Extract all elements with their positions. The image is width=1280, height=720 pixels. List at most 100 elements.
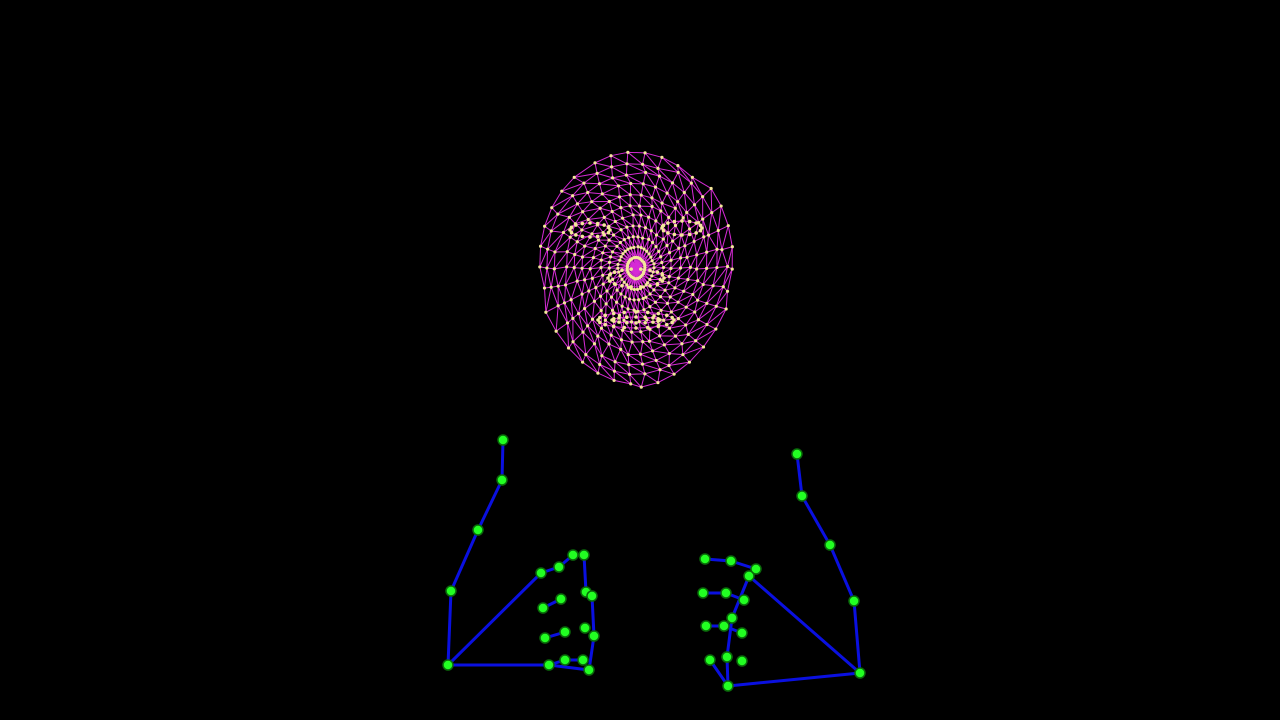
face-landmark [696, 299, 699, 302]
left-hand-joint [443, 660, 453, 670]
face-landmark [567, 346, 570, 349]
face-landmark [571, 340, 574, 343]
face-landmark [651, 349, 654, 352]
face-landmark [686, 278, 689, 281]
face-landmark [593, 300, 596, 303]
face-landmark [652, 288, 655, 291]
face-landmark [702, 235, 705, 238]
left-hand-joint [538, 603, 548, 613]
face-landmark [662, 237, 665, 240]
face-landmark [639, 353, 642, 356]
face-landmark [636, 310, 639, 313]
left-hand-joint [540, 633, 550, 643]
face-landmark [656, 283, 659, 286]
face-landmark [677, 317, 680, 320]
face-landmark [667, 231, 670, 234]
face-landmark [697, 318, 700, 321]
face-landmark [546, 248, 549, 251]
face-landmark [642, 182, 645, 185]
face-landmark [726, 265, 729, 268]
face-landmark [587, 218, 590, 221]
right-hand-joint [701, 621, 711, 631]
face-landmark [653, 314, 656, 317]
inner-lips-landmark [612, 317, 616, 321]
face-landmark [563, 301, 566, 304]
outer-lips-landmark [665, 323, 669, 327]
face-landmark [644, 226, 647, 229]
right-hand-joint [849, 596, 859, 606]
face-landmark [596, 334, 599, 337]
face-landmark [642, 285, 645, 288]
left-hand-bone [592, 596, 594, 636]
face-landmark [627, 353, 630, 356]
inner-lips-landmark [625, 321, 629, 325]
outer-lips-landmark [598, 316, 602, 320]
face-landmark [550, 229, 553, 232]
face-landmark [638, 320, 641, 323]
face-landmark [615, 301, 618, 304]
face-landmark [643, 264, 646, 267]
face-landmark [633, 288, 636, 291]
left-eye-landmark [588, 235, 592, 239]
face-landmark [690, 182, 693, 185]
face-landmark [583, 244, 586, 247]
face-landmark [599, 266, 602, 269]
face-landmark [679, 266, 682, 269]
face-landmark [696, 279, 699, 282]
face-landmark [657, 323, 660, 326]
face-landmark [695, 253, 698, 256]
face-landmark [660, 261, 663, 264]
nose-base-landmark [620, 268, 624, 272]
face-landmark [676, 301, 679, 304]
nose-base-landmark [629, 267, 633, 271]
face-landmark [631, 224, 634, 227]
face-landmark [545, 266, 548, 269]
face-landmark [613, 370, 616, 373]
face-landmark [637, 298, 640, 301]
face-landmark [666, 192, 669, 195]
face-mesh-edge [567, 252, 568, 267]
left-hand-joint [580, 623, 590, 633]
face-landmark [668, 352, 671, 355]
face-landmark [691, 176, 694, 179]
face-landmark [621, 329, 624, 332]
face-mesh-edge [626, 164, 627, 175]
face-landmark [689, 266, 692, 269]
face-landmark [555, 330, 558, 333]
outer-lips-landmark [670, 321, 674, 325]
nose-base-landmark [620, 284, 624, 288]
face-landmark [685, 306, 688, 309]
face-landmark [573, 253, 576, 256]
face-landmark [648, 340, 651, 343]
face-landmark [637, 245, 640, 248]
face-landmark [648, 305, 651, 308]
face-landmark [594, 247, 597, 250]
face-landmark [650, 196, 653, 199]
face-landmark [602, 282, 605, 285]
face-landmark [638, 204, 641, 207]
face-landmark [608, 261, 611, 264]
face-mesh-edge [584, 183, 600, 184]
face-mesh-edge [617, 290, 618, 302]
left-hand-joint [578, 655, 588, 665]
face-landmark [681, 353, 684, 356]
face-landmark [621, 252, 624, 255]
face-landmark [636, 235, 639, 238]
face-landmark [611, 278, 614, 281]
face-landmark [543, 225, 546, 228]
face-landmark [562, 231, 565, 234]
face-landmark [607, 225, 610, 228]
face-landmark [642, 308, 645, 311]
face-landmark [683, 244, 686, 247]
face-landmark [638, 225, 641, 228]
face-landmark [654, 219, 657, 222]
face-landmark [671, 239, 674, 242]
face-landmark [581, 255, 584, 258]
face-landmark [674, 224, 677, 227]
left-hand-joint [587, 591, 597, 601]
face-landmark [643, 247, 646, 250]
face-landmark [654, 301, 657, 304]
right-eye-landmark [673, 233, 677, 237]
right-hand-joint [698, 588, 708, 598]
